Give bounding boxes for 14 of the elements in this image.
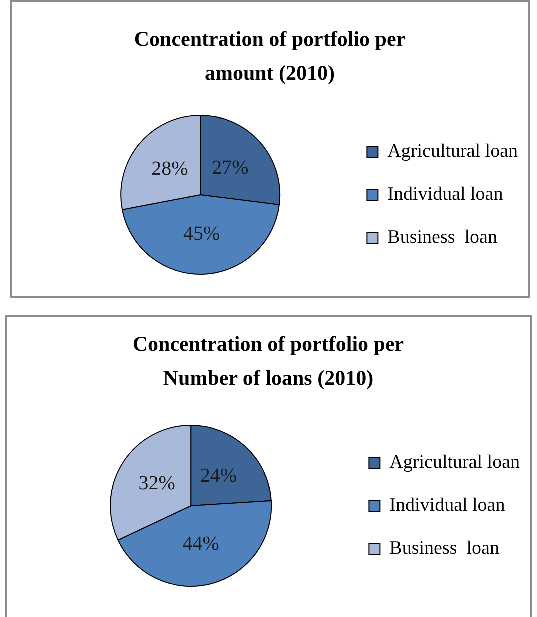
chart-title: Concentration of portfolio per amount (2010) <box>133 26 407 87</box>
data-label: 32% <box>138 472 176 495</box>
data-label: 44% <box>182 533 220 556</box>
legend-label: Individual loan <box>388 184 504 205</box>
data-label: 27% <box>212 156 249 179</box>
data-label: 24% <box>200 464 237 487</box>
legend-label: Individual loan <box>390 494 506 516</box>
legend-label: Agricultural loan <box>388 140 518 162</box>
legend-label: Business loan <box>390 538 500 559</box>
legend-label: Business loan <box>388 226 498 248</box>
chart-title: Concentration of portfolio per Number of loans (2010) <box>132 331 406 392</box>
legend-label: Agricultural loan <box>390 452 520 473</box>
data-label: 45% <box>184 222 220 245</box>
data-label: 28% <box>152 158 188 180</box>
